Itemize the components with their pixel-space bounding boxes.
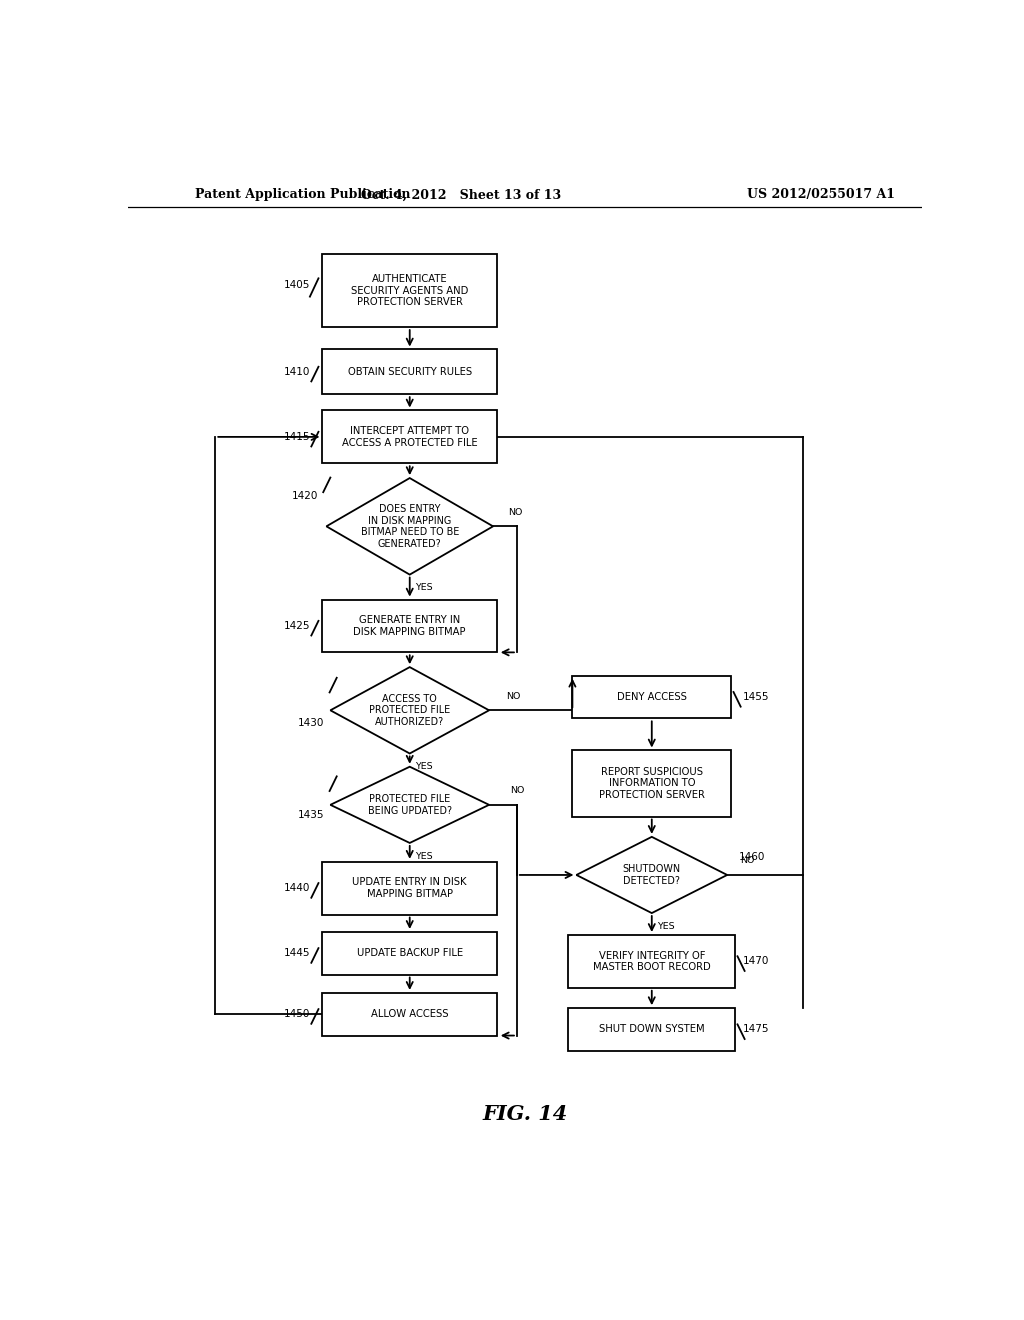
Text: YES: YES <box>657 921 675 931</box>
Text: NO: NO <box>508 508 522 516</box>
Text: ACCESS TO
PROTECTED FILE
AUTHORIZED?: ACCESS TO PROTECTED FILE AUTHORIZED? <box>369 694 451 727</box>
Text: NO: NO <box>506 692 520 701</box>
FancyBboxPatch shape <box>572 751 731 817</box>
FancyBboxPatch shape <box>323 253 497 327</box>
FancyBboxPatch shape <box>323 993 497 1036</box>
Text: FIG. 14: FIG. 14 <box>482 1104 567 1123</box>
Text: Oct. 4, 2012   Sheet 13 of 13: Oct. 4, 2012 Sheet 13 of 13 <box>361 189 561 202</box>
Text: 1460: 1460 <box>739 851 766 862</box>
Text: Patent Application Publication: Patent Application Publication <box>196 189 411 202</box>
Text: SHUT DOWN SYSTEM: SHUT DOWN SYSTEM <box>599 1024 705 1035</box>
Text: SHUTDOWN
DETECTED?: SHUTDOWN DETECTED? <box>623 865 681 886</box>
Text: 1430: 1430 <box>298 718 324 727</box>
Text: YES: YES <box>415 583 433 593</box>
FancyBboxPatch shape <box>323 350 497 395</box>
Text: 1410: 1410 <box>284 367 310 376</box>
FancyBboxPatch shape <box>323 411 497 463</box>
Text: 1425: 1425 <box>284 620 310 631</box>
Text: VERIFY INTEGRITY OF
MASTER BOOT RECORD: VERIFY INTEGRITY OF MASTER BOOT RECORD <box>593 950 711 972</box>
FancyBboxPatch shape <box>568 1008 735 1051</box>
Text: 1435: 1435 <box>298 810 324 820</box>
Text: 1440: 1440 <box>284 883 310 894</box>
Text: 1470: 1470 <box>743 957 769 966</box>
FancyBboxPatch shape <box>323 599 497 652</box>
Text: 1420: 1420 <box>292 491 318 500</box>
Text: 1450: 1450 <box>284 1010 310 1019</box>
Polygon shape <box>331 767 489 843</box>
Text: YES: YES <box>415 851 433 861</box>
FancyBboxPatch shape <box>572 676 731 718</box>
Text: DOES ENTRY
IN DISK MAPPING
BITMAP NEED TO BE
GENERATED?: DOES ENTRY IN DISK MAPPING BITMAP NEED T… <box>360 504 459 549</box>
FancyBboxPatch shape <box>568 935 735 987</box>
FancyBboxPatch shape <box>323 932 497 974</box>
Polygon shape <box>327 478 494 574</box>
Text: UPDATE ENTRY IN DISK
MAPPING BITMAP: UPDATE ENTRY IN DISK MAPPING BITMAP <box>352 878 467 899</box>
Text: REPORT SUSPICIOUS
INFORMATION TO
PROTECTION SERVER: REPORT SUSPICIOUS INFORMATION TO PROTECT… <box>599 767 705 800</box>
Polygon shape <box>577 837 727 913</box>
Text: DENY ACCESS: DENY ACCESS <box>616 692 687 702</box>
Text: AUTHENTICATE
SECURITY AGENTS AND
PROTECTION SERVER: AUTHENTICATE SECURITY AGENTS AND PROTECT… <box>351 275 468 308</box>
Text: NO: NO <box>739 857 755 865</box>
Text: 1455: 1455 <box>743 692 770 702</box>
Text: ALLOW ACCESS: ALLOW ACCESS <box>371 1010 449 1019</box>
Text: 1445: 1445 <box>284 948 310 958</box>
Text: UPDATE BACKUP FILE: UPDATE BACKUP FILE <box>356 948 463 958</box>
Polygon shape <box>331 667 489 754</box>
Text: OBTAIN SECURITY RULES: OBTAIN SECURITY RULES <box>348 367 472 376</box>
Text: 1475: 1475 <box>743 1024 770 1035</box>
Text: INTERCEPT ATTEMPT TO
ACCESS A PROTECTED FILE: INTERCEPT ATTEMPT TO ACCESS A PROTECTED … <box>342 426 477 447</box>
Text: PROTECTED FILE
BEING UPDATED?: PROTECTED FILE BEING UPDATED? <box>368 795 452 816</box>
FancyBboxPatch shape <box>323 862 497 915</box>
Text: GENERATE ENTRY IN
DISK MAPPING BITMAP: GENERATE ENTRY IN DISK MAPPING BITMAP <box>353 615 466 636</box>
Text: NO: NO <box>510 787 524 795</box>
Text: 1405: 1405 <box>284 280 310 290</box>
Text: 1415: 1415 <box>284 432 310 442</box>
Text: YES: YES <box>415 762 433 771</box>
Text: US 2012/0255017 A1: US 2012/0255017 A1 <box>748 189 895 202</box>
